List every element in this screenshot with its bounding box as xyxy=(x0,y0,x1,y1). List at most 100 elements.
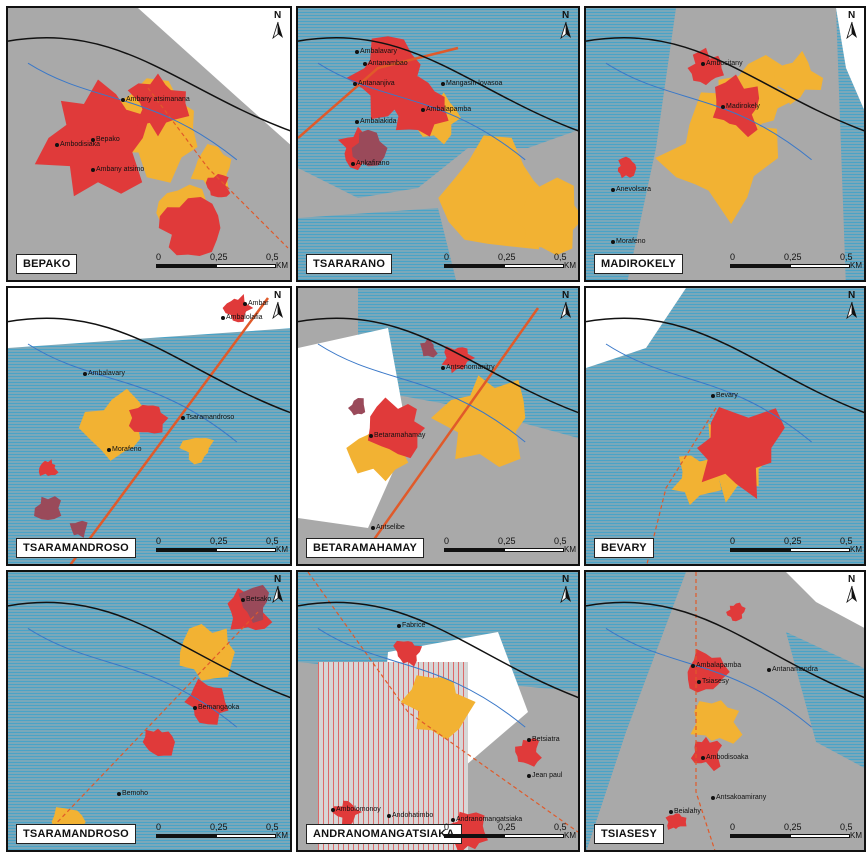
sea-zone xyxy=(8,288,290,348)
place-marker xyxy=(697,680,701,684)
scale-tick: 0,5 xyxy=(554,252,567,262)
scale-unit: KM xyxy=(564,545,576,554)
map-canvas xyxy=(586,572,864,850)
place-marker xyxy=(721,105,725,109)
scale-segment xyxy=(444,264,504,268)
place-marker xyxy=(701,756,705,760)
scale-segment xyxy=(790,834,850,838)
place-label: Antananjiva xyxy=(358,80,395,87)
panel-title: TSIASESY xyxy=(594,824,665,844)
place-label: Antselibe xyxy=(376,524,405,531)
place-marker xyxy=(451,818,455,822)
place-label: Mangasin lovasoa xyxy=(446,80,503,87)
river-line xyxy=(605,627,812,728)
settlement-area xyxy=(441,346,476,374)
place-marker xyxy=(441,82,445,86)
old-settlement-area xyxy=(420,337,438,358)
north-label: N xyxy=(562,290,570,301)
scale-segment xyxy=(216,264,276,268)
place-marker xyxy=(397,624,401,628)
place-marker xyxy=(387,814,391,818)
north-arrow-icon: N xyxy=(558,10,574,40)
place-label: Betsiatra xyxy=(532,736,560,743)
place-marker xyxy=(767,668,771,672)
road-line xyxy=(69,297,270,564)
scale-tick: 0 xyxy=(444,536,450,546)
scale-segment xyxy=(444,548,504,552)
place-label: Tsiasesy xyxy=(702,678,729,685)
scale-tick: 0,25 xyxy=(498,536,516,546)
settlement-area xyxy=(665,813,687,830)
scale-segment xyxy=(216,834,276,838)
cropland-area xyxy=(655,92,779,225)
settlement-area xyxy=(393,76,449,137)
place-label: Ambolomonoy xyxy=(336,806,381,813)
boundary-line xyxy=(298,37,578,132)
boundary-line xyxy=(586,317,864,414)
settlement-area xyxy=(726,602,746,622)
place-label: Ankafirano xyxy=(356,160,390,167)
place-label: Bepako xyxy=(96,136,120,143)
place-marker xyxy=(91,168,95,172)
place-marker xyxy=(611,188,615,192)
sea-zone xyxy=(138,8,290,145)
place-marker xyxy=(527,774,531,778)
place-marker xyxy=(121,98,125,102)
cropland-area xyxy=(431,375,526,467)
settlement-area xyxy=(158,197,221,256)
cropland-area xyxy=(690,700,743,744)
map-panel-4: Ambar Ambalolafia Ambalavary Tsaramandroso M… xyxy=(6,286,292,566)
sea-zone xyxy=(836,8,864,110)
north-arrow-icon: N xyxy=(844,10,860,40)
scale-bar: 0 0,25 0,5 KM xyxy=(156,252,288,274)
scale-tick: 0,25 xyxy=(784,536,802,546)
north-arrow-icon: N xyxy=(558,290,574,320)
scale-tick: 0,5 xyxy=(840,536,853,546)
place-marker xyxy=(83,372,87,376)
north-label: N xyxy=(274,574,282,585)
scale-segment xyxy=(504,264,564,268)
scale-tick: 0,5 xyxy=(840,252,853,262)
scale-segment xyxy=(444,834,504,838)
place-label: Antanambao xyxy=(368,60,408,67)
settlement-area xyxy=(367,397,425,459)
place-label: Betsako xyxy=(246,596,272,603)
place-marker xyxy=(711,394,715,398)
river-line xyxy=(27,627,238,728)
settlement-area xyxy=(128,404,169,434)
scale-tick: 0 xyxy=(730,822,736,832)
panel-title: MADIROKELY xyxy=(594,254,683,274)
old-settlement-area xyxy=(34,496,62,520)
sea-zone xyxy=(786,572,864,628)
place-label: Anevolsara xyxy=(616,186,652,193)
map-canvas xyxy=(8,572,290,850)
settlement-area xyxy=(712,74,760,138)
place-marker xyxy=(221,316,225,320)
sea-zone xyxy=(298,328,408,528)
cropland-area xyxy=(774,50,824,105)
place-label: Beialahy xyxy=(674,808,701,815)
scale-tick: 0 xyxy=(730,536,736,546)
boundary-line xyxy=(298,317,578,414)
panel-title: ANDRANOMANGATSIAKA xyxy=(306,824,462,844)
place-marker xyxy=(331,808,335,812)
place-marker xyxy=(363,62,367,66)
scale-tick: 0,5 xyxy=(554,536,567,546)
place-marker xyxy=(193,706,197,710)
scale-segment xyxy=(730,548,790,552)
place-marker xyxy=(711,796,715,800)
place-label: Bemoho xyxy=(122,790,149,797)
place-label: Antsenomanitry xyxy=(446,364,495,371)
scale-segment xyxy=(216,548,276,552)
map-panel-7: Betsako Bemangaoka Bemoho TSARAMANDROSO 0 0,… xyxy=(6,570,292,852)
scale-unit: KM xyxy=(276,545,288,554)
map-panel-2: Ambalavary Antanambao Antananjiva Mangasin … xyxy=(296,6,580,282)
north-label: N xyxy=(274,290,282,301)
road-line xyxy=(366,307,540,549)
scale-segment xyxy=(730,264,790,268)
map-canvas xyxy=(8,288,290,564)
place-marker xyxy=(243,302,247,306)
scale-segment xyxy=(156,264,216,268)
scale-segment xyxy=(156,548,216,552)
